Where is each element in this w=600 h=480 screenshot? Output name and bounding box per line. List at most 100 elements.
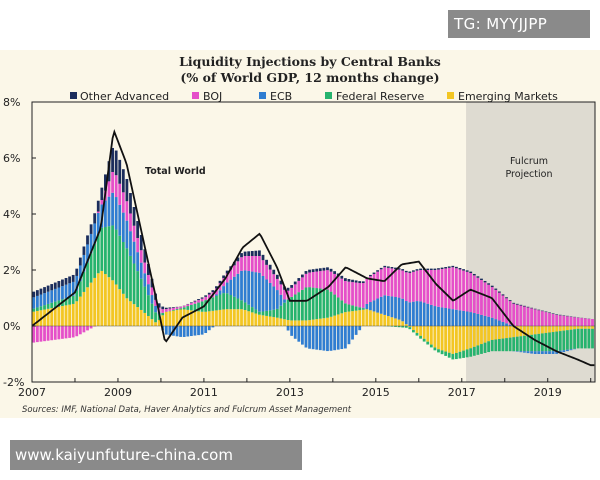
- bar-emerging-markets: [329, 316, 333, 326]
- bar-ecb: [147, 284, 150, 296]
- bar-emerging-markets: [433, 326, 437, 348]
- bar-emerging-markets: [268, 316, 272, 326]
- bar-boj: [426, 270, 430, 304]
- bar-ecb: [243, 270, 247, 303]
- bar-boj: [419, 270, 422, 302]
- bar-federal-reserve: [286, 299, 290, 321]
- bar-federal-reserve: [336, 297, 340, 315]
- bar-other-advanced: [189, 302, 193, 303]
- chart-svg: Liquidity Injections by Central Banks (%…: [3, 54, 596, 415]
- bar-emerging-markets: [487, 326, 491, 342]
- bar-federal-reserve: [340, 300, 344, 314]
- bar-ecb: [136, 252, 140, 272]
- bar-federal-reserve: [275, 308, 279, 318]
- bar-ecb: [197, 326, 200, 336]
- bar-emerging-markets: [254, 313, 258, 326]
- bar-other-advanced: [64, 277, 68, 285]
- bar-boj: [118, 183, 122, 205]
- plot-frame: [31, 101, 596, 383]
- x-tick-label: 2013: [276, 386, 304, 399]
- bar-other-advanced: [476, 276, 480, 278]
- bar-other-advanced: [50, 284, 54, 291]
- bar-emerging-markets: [576, 326, 580, 329]
- bar-emerging-markets: [258, 314, 261, 326]
- bar-boj: [193, 301, 197, 304]
- bar-other-advanced: [35, 290, 39, 296]
- bar-boj: [304, 273, 308, 288]
- bar-federal-reserve: [444, 351, 448, 356]
- bar-other-advanced: [143, 249, 147, 263]
- bar-emerging-markets: [243, 310, 247, 326]
- bar-other-advanced: [265, 259, 268, 265]
- bar-boj: [551, 313, 555, 326]
- bar-boj: [390, 268, 394, 297]
- bar-other-advanced: [483, 280, 487, 283]
- bar-ecb: [562, 350, 566, 353]
- bar-ecb: [343, 326, 347, 349]
- bar-other-advanced: [100, 187, 104, 200]
- bar-emerging-markets: [75, 301, 79, 326]
- bar-ecb: [78, 265, 82, 282]
- bar-other-advanced: [333, 271, 337, 274]
- bar-boj: [555, 314, 559, 326]
- bar-federal-reserve: [86, 262, 89, 288]
- bar-other-advanced: [89, 224, 93, 234]
- bar-ecb: [64, 284, 68, 299]
- bar-emerging-markets: [154, 322, 157, 326]
- bar-ecb: [229, 279, 233, 296]
- total-world-label: Total World: [145, 166, 206, 177]
- bar-emerging-markets: [583, 326, 587, 329]
- bar-ecb: [272, 286, 276, 310]
- bar-boj: [501, 295, 505, 322]
- bar-emerging-markets: [483, 326, 487, 343]
- bar-federal-reserve: [351, 305, 354, 312]
- bar-federal-reserve: [71, 295, 75, 304]
- bar-other-advanced: [225, 270, 229, 274]
- bar-boj: [275, 278, 279, 291]
- bar-ecb: [129, 231, 132, 256]
- bar-boj: [53, 326, 57, 340]
- bar-boj: [336, 276, 340, 298]
- bar-federal-reserve: [125, 248, 129, 299]
- bar-emerging-markets: [494, 326, 498, 340]
- bar-federal-reserve: [250, 307, 254, 313]
- bar-emerging-markets: [412, 326, 415, 331]
- bar-other-advanced: [480, 278, 483, 281]
- bar-boj: [569, 316, 573, 326]
- bar-federal-reserve: [390, 326, 394, 327]
- bar-ecb: [61, 286, 64, 300]
- bar-boj: [412, 271, 415, 302]
- bar-emerging-markets: [193, 310, 197, 326]
- bar-other-advanced: [369, 274, 372, 277]
- bar-federal-reserve: [222, 293, 225, 310]
- bar-federal-reserve: [515, 336, 519, 352]
- bar-boj: [358, 283, 362, 308]
- bar-ecb: [225, 282, 229, 294]
- bar-boj: [172, 307, 175, 310]
- bar-ecb: [322, 326, 326, 351]
- bar-boj: [297, 280, 301, 293]
- bar-boj: [343, 280, 347, 304]
- bar-ecb: [451, 309, 455, 326]
- bar-other-advanced: [82, 246, 86, 255]
- bar-other-advanced: [379, 267, 383, 270]
- bar-ecb: [283, 299, 286, 303]
- bar-emerging-markets: [229, 309, 233, 326]
- bar-boj: [247, 256, 251, 271]
- bar-federal-reserve: [412, 330, 415, 333]
- bar-other-advanced: [293, 281, 297, 285]
- bar-federal-reserve: [136, 271, 140, 308]
- bar-federal-reserve: [508, 337, 512, 352]
- bar-emerging-markets: [311, 319, 315, 326]
- bar-emerging-markets: [394, 318, 397, 326]
- bar-boj: [254, 256, 258, 273]
- bar-other-advanced: [361, 281, 365, 284]
- bar-other-advanced: [275, 274, 279, 279]
- bar-boj: [100, 200, 104, 205]
- bar-federal-reserve: [161, 312, 165, 316]
- bar-emerging-markets: [111, 280, 114, 326]
- bar-federal-reserve: [501, 338, 505, 352]
- bar-federal-reserve: [326, 289, 329, 318]
- bar-ecb: [329, 326, 333, 351]
- bar-other-advanced: [272, 269, 276, 275]
